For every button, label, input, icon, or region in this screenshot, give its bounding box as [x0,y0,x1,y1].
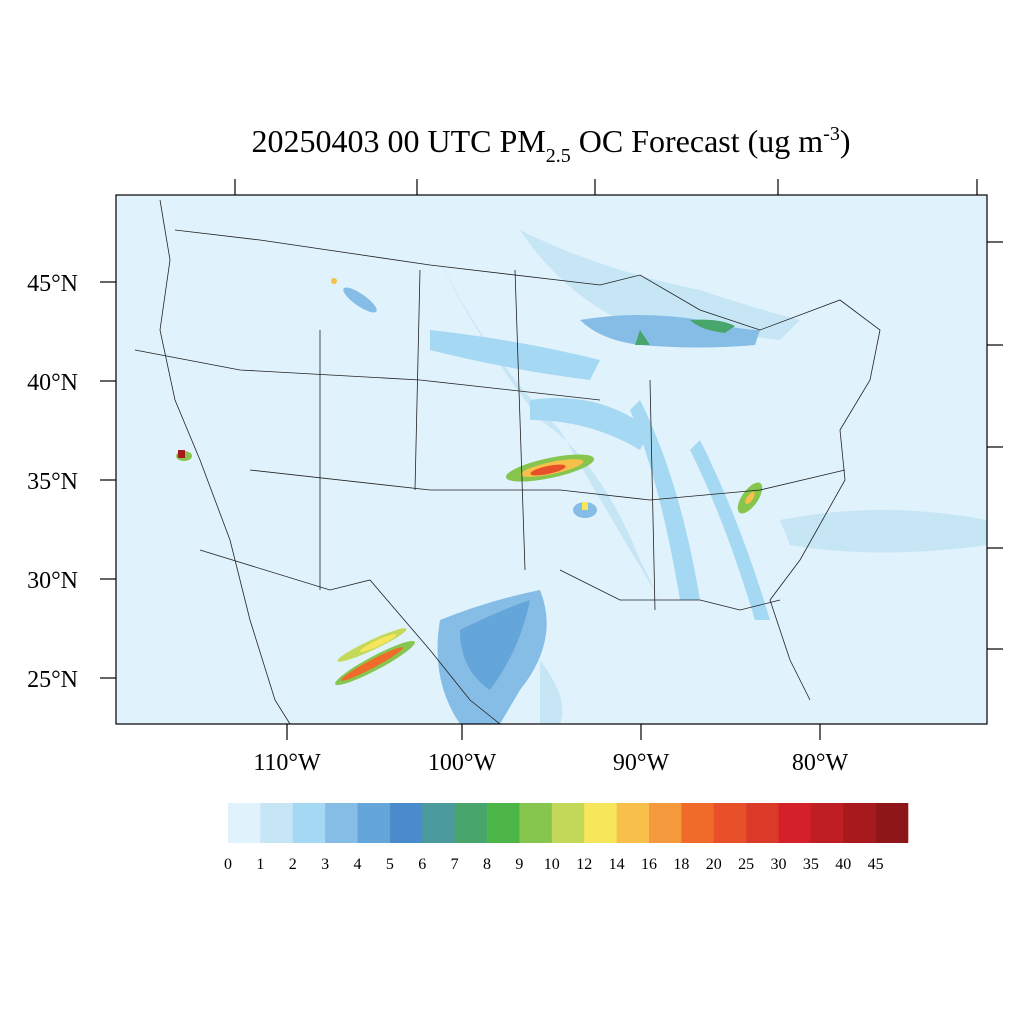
colorbar-label: 9 [515,856,523,873]
colorbar-swatch [746,803,779,843]
colorbar-label: 7 [451,856,459,873]
title-sub: 2.5 [546,145,571,167]
colorbar-label: 40 [835,856,851,873]
colorbar-label: 25 [738,856,754,873]
lat-label: 25°N [27,667,78,693]
lat-label: 40°N [27,370,78,396]
concentration-field [176,230,987,724]
colorbar-swatch [778,803,812,843]
colorbar-swatch [810,803,844,843]
colorbar-swatch [616,803,650,843]
colorbar-swatch [487,803,520,843]
title: 20250403 00 UTC PM2.5 OC Forecast (ug m-… [252,123,851,167]
colorbar-label: 5 [386,856,394,873]
lon-label: 90°W [613,750,670,776]
colorbar-label: 14 [609,856,625,873]
colorbar-label: 45 [868,856,884,873]
colorbar-swatch [454,803,488,843]
colorbar-swatch [260,803,294,843]
boundaries [134,199,881,724]
colorbar-swatch [519,803,553,843]
colorbar-label: 16 [641,856,657,873]
colorbar-swatch [875,803,909,843]
colorbar-swatch [325,803,358,843]
title-main: 20250403 00 UTC PM [252,123,546,159]
lat-label: 30°N [27,568,78,594]
lon-label: 110°W [253,750,321,776]
colorbar-label: 3 [321,856,329,873]
colorbar-swatch [357,803,391,843]
map-frame [115,194,988,725]
colorbar-label: 2 [289,856,297,873]
colorbar-swatch [551,803,585,843]
colorbar-swatch [389,803,423,843]
colorbar-label: 10 [544,856,560,873]
colorbar: 0 1 2 3 4 5 6 7 8 9 10 12 14 16 18 20 25 30 35 40 45 [224,803,909,873]
colorbar-label: 4 [354,856,362,873]
lat-label: 35°N [27,469,78,495]
lat-label: 45°N [27,271,78,297]
colorbar-swatch [713,803,747,843]
lon-label: 80°W [792,750,849,776]
colorbar-label: 8 [483,856,491,873]
colorbar-label: 6 [418,856,426,873]
colorbar-label: 20 [706,856,722,873]
lon-label: 100°W [428,750,497,776]
colorbar-label: 0 [224,856,232,873]
colorbar-swatch [228,803,261,843]
colorbar-swatch [843,803,876,843]
colorbar-swatch [422,803,455,843]
ticks [100,179,1003,740]
colorbar-label: 35 [803,856,819,873]
colorbar-label: 18 [673,856,689,873]
title-rest: OC Forecast (ug m [571,123,824,159]
colorbar-swatch [292,803,326,843]
map [100,179,1003,740]
colorbar-swatch [584,803,617,843]
colorbar-label: 1 [256,856,264,873]
title-end: ) [840,123,851,159]
colorbar-label: 12 [576,856,592,873]
colorbar-label: 30 [770,856,786,873]
title-sup: -3 [823,123,840,145]
colorbar-swatch [681,803,715,843]
colorbar-swatch [648,803,682,843]
